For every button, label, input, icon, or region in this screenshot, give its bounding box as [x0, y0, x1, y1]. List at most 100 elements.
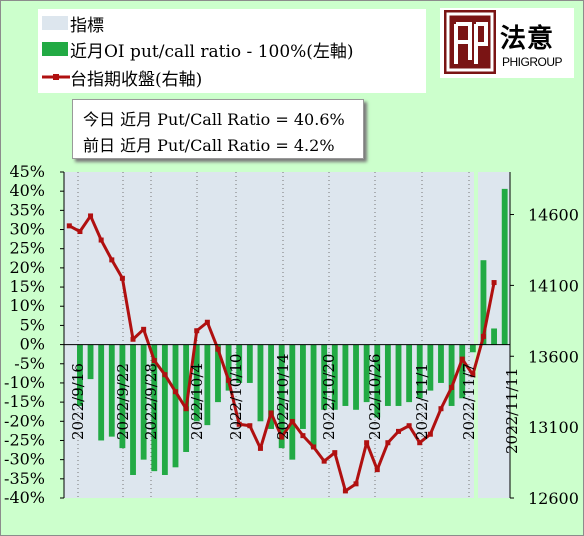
bar-39: [491, 328, 497, 345]
bar-2: [98, 344, 105, 441]
bar-16: [246, 344, 253, 383]
left-tick-label-14: -25%: [4, 430, 45, 449]
tick-labels: 45%40%35%30%25%20%15%10%5%0%-5%-10%-15%-…: [4, 162, 579, 508]
line-point-37: [459, 356, 465, 362]
line-point-36: [449, 384, 455, 390]
right-tick-label-4: 12600: [528, 489, 579, 508]
line-point-35: [438, 406, 444, 412]
bar-4: [119, 344, 126, 449]
previous-ratio-text: 前日 近月 Put/Call Ratio = 4.2%: [83, 136, 335, 155]
line-point-8: [151, 358, 157, 364]
today-ratio-text: 今日 近月 Put/Call Ratio = 40.6%: [83, 110, 345, 129]
bar-21: [300, 344, 306, 429]
right-tick-label-2: 13600: [528, 347, 579, 366]
bar-35: [448, 344, 455, 406]
line-point-19: [268, 410, 274, 416]
left-tick-label-7: 10%: [9, 296, 45, 315]
line-point-39: [480, 333, 486, 339]
bar-13: [215, 344, 221, 403]
right-tick-label-1: 14100: [528, 276, 579, 295]
index-swatch-icon: [42, 16, 68, 30]
x-label-7: 2022/10/26: [366, 354, 384, 440]
bar-33: [427, 344, 434, 391]
logo-mark-icon: [444, 10, 496, 74]
line-point-23: [311, 444, 317, 450]
bar-19: [278, 344, 285, 449]
line-point-18: [257, 445, 263, 451]
line-point-14: [215, 346, 221, 352]
bar-series: [77, 188, 508, 475]
legend-item-index: 指標: [42, 11, 104, 36]
left-tick-label-17: -40%: [4, 488, 45, 507]
line-point-2: [88, 213, 94, 219]
x-label-0: 2022/9/16: [69, 363, 87, 440]
axes: [60, 171, 514, 499]
line-point-38: [470, 372, 476, 378]
bar-25: [342, 344, 349, 406]
line-point-22: [300, 433, 306, 439]
bar-6: [140, 344, 147, 460]
line-point-13: [204, 319, 210, 325]
left-tick-label-4: 25%: [9, 239, 45, 258]
left-tick-label-5: 20%: [9, 258, 45, 277]
bar-17: [257, 344, 264, 422]
left-tick-label-13: -20%: [4, 411, 45, 430]
bar-31: [406, 344, 413, 403]
legend-oi-label: 近月OI put/call ratio - 100%(左軸): [70, 41, 354, 62]
bar-36: [459, 344, 466, 399]
bar-swatch-icon: [42, 42, 68, 56]
left-tick-label-0: 45%: [9, 162, 45, 181]
line-point-0: [66, 223, 72, 229]
line-point-11: [183, 406, 189, 412]
x-label-4: 2022/10/10: [227, 354, 245, 440]
line-point-31: [396, 428, 401, 434]
x-label-5: 2022/10/14: [274, 354, 292, 440]
line-series: [66, 213, 497, 494]
legend-item-close: 台指期收盤(右軸): [42, 65, 203, 90]
line-point-20: [279, 434, 285, 440]
left-tick-label-3: 30%: [9, 220, 45, 239]
legend-index-label: 指標: [70, 15, 104, 36]
line-point-5: [119, 275, 125, 281]
line-point-28: [364, 440, 370, 446]
bar-20: [289, 344, 296, 460]
line-point-4: [109, 257, 115, 263]
legend: 指標 近月OI put/call ratio - 100%(左軸) 台指期收盤(…: [38, 9, 426, 93]
logo-english-text: PHIGROUP: [502, 55, 563, 69]
ratio-info-box: 今日 近月 Put/Call Ratio = 40.6% 前日 近月 Put/C…: [72, 99, 364, 159]
line-swatch-icon: [42, 74, 70, 80]
left-tick-label-2: 35%: [9, 200, 45, 219]
line-point-34: [427, 431, 433, 437]
line-point-27: [353, 481, 359, 487]
left-tick-label-16: -35%: [4, 469, 45, 488]
bar-11: [193, 344, 200, 422]
bar-37: [469, 344, 476, 353]
x-label-6: 2022/10/20: [320, 354, 338, 440]
right-tick-label-0: 14600: [528, 206, 579, 225]
phigroup-logo: 法意 PHIGROUP: [440, 8, 574, 78]
line-point-25: [332, 450, 338, 456]
x-label-10: 2022/11/11: [503, 368, 521, 454]
bar-26: [353, 344, 359, 410]
bar-14: [225, 344, 232, 391]
bar-29: [384, 344, 391, 406]
line-point-3: [98, 237, 104, 243]
bar-23: [321, 344, 328, 410]
logo-chinese-text: 法意: [500, 24, 555, 54]
left-tick-label-15: -30%: [4, 450, 45, 469]
bar-28: [374, 344, 381, 418]
bar-8: [161, 344, 168, 475]
line-point-6: [130, 336, 136, 342]
line-point-15: [226, 377, 232, 383]
bar-0: [77, 344, 83, 406]
x-label-1: 2022/9/22: [114, 363, 132, 440]
x-label-3: 2022/10/4: [188, 363, 206, 440]
legend-close-label: 台指期收盤(右軸): [70, 69, 203, 90]
bar-9: [172, 344, 179, 468]
bar-38: [480, 260, 487, 345]
line-point-1: [77, 229, 83, 235]
line-point-10: [173, 389, 178, 395]
line-point-7: [141, 326, 147, 332]
legend-item-oi: 近月OI put/call ratio - 100%(左軸): [42, 37, 354, 62]
